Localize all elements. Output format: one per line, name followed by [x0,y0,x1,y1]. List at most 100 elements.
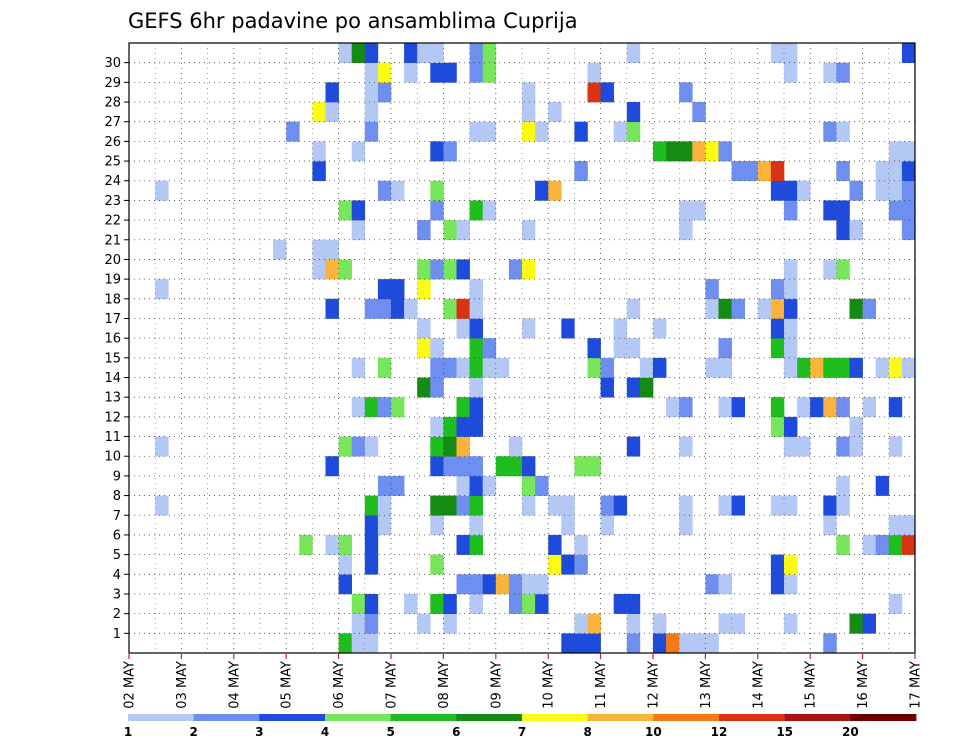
heatmap-cell [430,200,444,221]
heatmap-cell [862,534,876,555]
heatmap-cell [417,377,431,398]
heatmap-cell [469,574,483,595]
heatmap-cell [836,62,850,83]
heatmap-cell [469,397,483,418]
y-tick-label: 19 [104,273,121,288]
colorbar-swatch [719,714,786,721]
heatmap-cell [875,161,890,182]
heatmap-cell [705,279,719,300]
x-tick-label: 15 MAY [804,661,819,709]
heatmap-cell [338,554,352,575]
heatmap-cell [312,141,326,162]
y-tick-label: 28 [104,96,121,111]
colorbar-label: 2 [189,725,197,739]
heatmap-cell [482,121,497,142]
heatmap-cell [784,613,798,634]
heatmap-cell [836,495,850,516]
heatmap-cell [351,613,366,634]
heatmap-cell [456,220,470,241]
heatmap-cell [548,495,562,516]
heatmap-cell [587,357,601,378]
x-tick-label: 03 MAY [175,661,190,709]
y-tick-label: 4 [113,568,121,583]
y-tick-label: 11 [104,430,121,445]
y-tick-label: 16 [104,332,121,347]
heatmap-cell [377,298,392,319]
heatmap-cell [626,298,641,319]
heatmap-cell [351,593,366,614]
x-tick-label: 11 MAY [594,661,609,709]
heatmap-cell [784,357,798,378]
heatmap-cell [351,633,366,654]
heatmap-cell [430,456,444,477]
colorbar-swatch [653,714,720,721]
heatmap-cell [574,534,588,555]
heatmap-cell [469,279,483,300]
chart-title: GEFS 6hr padavine po ansamblima Cuprija [128,9,578,33]
heatmap-cell [836,121,850,142]
heatmap-cell [836,220,850,241]
heatmap-cell [338,43,352,63]
heatmap-cells [155,43,916,654]
heatmap-cell [404,298,418,319]
heatmap-cell [784,554,798,575]
heatmap-cell [364,495,379,516]
heatmap-cell [901,200,916,221]
heatmap-cell [155,495,169,516]
heatmap-cell [456,495,470,516]
heatmap-cell [901,515,916,536]
heatmap-cell [705,633,719,654]
colorbar-swatch [390,714,457,721]
heatmap-cell [430,62,444,83]
heatmap-cell [508,259,523,280]
heatmap-cell [770,495,785,516]
heatmap-cell [430,416,444,437]
heatmap-cell [770,338,785,359]
heatmap-cell [626,633,641,654]
heatmap-cell [901,534,916,555]
y-tick-label: 7 [113,509,121,524]
heatmap-cell [561,318,575,339]
heatmap-cell [522,593,536,614]
heatmap-cell [770,279,785,300]
y-tick-label: 29 [104,76,121,91]
heatmap-cell [888,180,903,201]
heatmap-cell [443,613,457,634]
heatmap-cell [849,416,863,437]
heatmap-cell [784,259,798,280]
colorbar-label: 8 [583,725,591,739]
heatmap-cell [849,220,863,241]
heatmap-cell [849,613,863,634]
colorbar-label: 15 [776,725,793,739]
x-tick-label: 10 MAY [542,661,557,709]
heatmap-cell [679,200,693,221]
heatmap-cell [417,220,431,241]
heatmap-cell [338,200,352,221]
heatmap-cell [574,554,588,575]
heatmap-cell [784,416,798,437]
heatmap-cell [364,82,379,103]
x-axis-ticks: 02 MAY 03 MAY 04 MAY 05 MAY 06 MAY 07 MAY 08 M… [123,653,924,709]
heatmap-cell [469,475,483,496]
heatmap-cell [587,82,601,103]
heatmap-cell [692,200,706,221]
heatmap-cell [338,633,352,654]
heatmap-cell [508,436,523,457]
heatmap-cell [364,633,379,654]
heatmap-cell [587,456,601,477]
heatmap-cell [430,357,444,378]
y-tick-label: 20 [104,253,121,268]
heatmap-cell [587,62,601,83]
heatmap-cell [155,279,169,300]
heatmap-cell [443,495,457,516]
heatmap-cell [731,613,745,634]
heatmap-cell [456,397,470,418]
heatmap-cell [770,161,785,182]
heatmap-cell [522,121,536,142]
heatmap-cell [430,180,444,201]
heatmap-cell [718,397,732,418]
heatmap-cell [626,121,641,142]
heatmap-cell [810,357,824,378]
heatmap-cell [469,534,483,555]
heatmap-cell [417,259,431,280]
